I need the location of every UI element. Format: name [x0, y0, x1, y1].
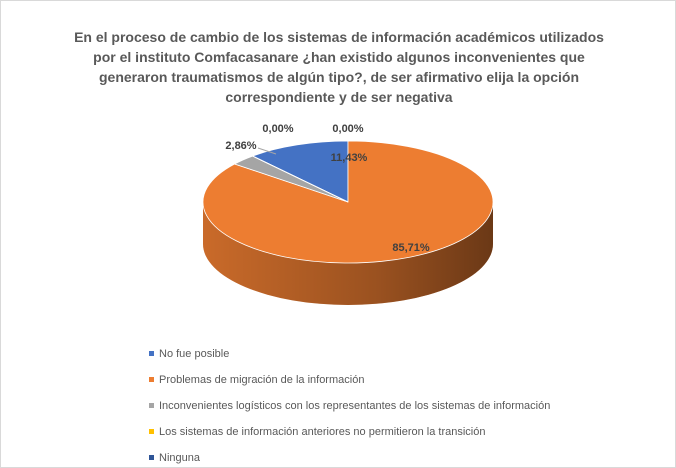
data-label: 85,71%: [392, 242, 430, 254]
legend-swatch: [149, 403, 154, 408]
legend-label: Problemas de migración de la información: [159, 374, 364, 386]
slice-side-shade: [203, 202, 493, 305]
legend-label: Ninguna: [159, 452, 201, 464]
leader-line: [257, 147, 277, 155]
slice: [251, 140, 349, 203]
legend-swatch: [149, 429, 154, 434]
legend-label: Inconvenientes logísticos con los repres…: [159, 400, 550, 412]
legend-label: No fue posible: [159, 348, 229, 360]
legend-label: Los sistemas de información anteriores n…: [159, 426, 486, 438]
data-label: 0,00%: [332, 123, 363, 135]
slice: [233, 155, 349, 203]
data-label: 11,43%: [331, 152, 368, 164]
legend-swatch: [149, 455, 154, 460]
data-label: 0,00%: [262, 123, 293, 135]
data-label: 2,86%: [225, 140, 256, 152]
chart-title: En el proceso de cambio de los sistemas …: [74, 29, 604, 105]
legend-swatch: [149, 377, 154, 382]
legend-swatch: [149, 351, 154, 356]
